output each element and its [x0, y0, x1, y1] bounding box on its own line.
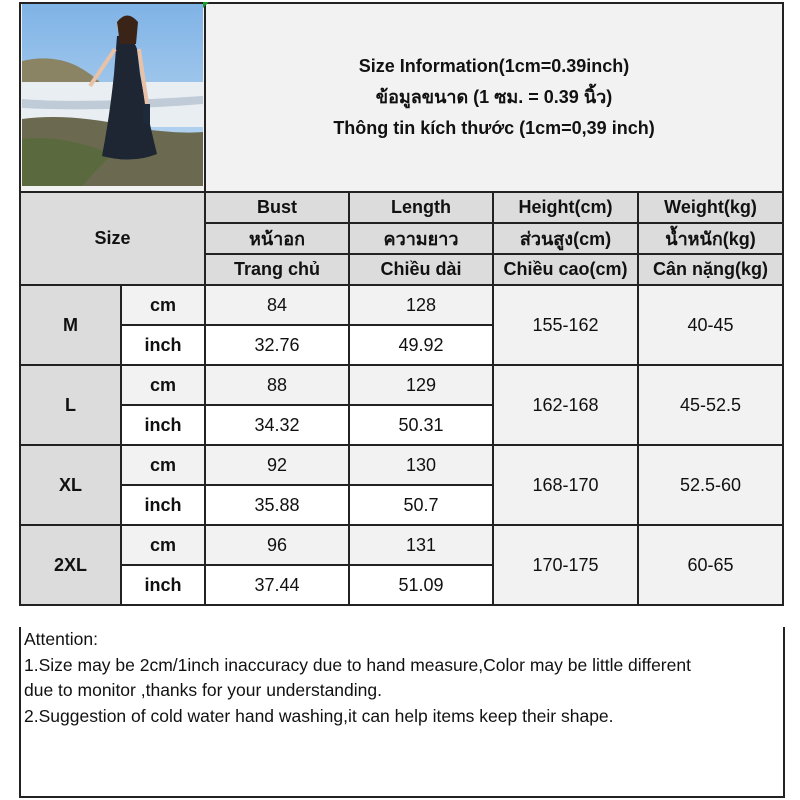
- row-2xl-inch: inch 37.44 51.09: [20, 564, 783, 606]
- col-weight-th: น้ำหนัก(kg): [636, 222, 785, 255]
- attention-notes: Attention: 1.Size may be 2cm/1inch inacc…: [19, 627, 785, 798]
- col-bust-en: Bust: [204, 191, 350, 224]
- col-length-th: ความยาว: [348, 222, 494, 255]
- length-inch: 50.7: [348, 484, 494, 526]
- unit-inch: inch: [120, 564, 206, 606]
- size-label: 2XL: [19, 524, 122, 606]
- row-m-cm: M cm 84 128 155-162 40-45: [19, 284, 785, 366]
- bust-cm: 92: [204, 444, 350, 486]
- weight-range: 40-45: [636, 284, 785, 366]
- title-english: Size Information(1cm=0.39inch): [358, 56, 630, 76]
- length-cm: 128: [348, 284, 494, 326]
- row-2xl-cm: 2XL cm 96 131 170-175 60-65: [19, 524, 785, 606]
- col-height-en: Height(cm): [492, 191, 639, 224]
- col-length-en: Length: [348, 191, 494, 224]
- cell-marker-icon: [203, 2, 209, 8]
- bust-inch: 32.76: [204, 324, 350, 366]
- length-cm: 130: [348, 444, 494, 486]
- bust-cm: 96: [204, 524, 350, 566]
- row-l-inch: inch 34.32 50.31: [20, 404, 783, 446]
- size-label: M: [19, 284, 122, 366]
- bust-inch: 34.32: [204, 404, 350, 446]
- height-range: 168-170: [492, 444, 639, 526]
- length-inch: 49.92: [348, 324, 494, 366]
- attention-heading: Attention:: [24, 629, 98, 649]
- bust-inch: 37.44: [204, 564, 350, 606]
- weight-range: 52.5-60: [636, 444, 785, 526]
- unit-cm: cm: [120, 364, 206, 406]
- bust-cm: 84: [204, 284, 350, 326]
- col-weight-en: Weight(kg): [636, 191, 785, 224]
- size-chart-table: Size Information(1cm=0.39inch) ข้อมูลขนา…: [19, 2, 785, 606]
- row-m-inch: inch 32.76 49.92: [20, 324, 783, 366]
- height-range: 170-175: [492, 524, 639, 606]
- bust-inch: 35.88: [204, 484, 350, 526]
- length-cm: 131: [348, 524, 494, 566]
- height-range: 155-162: [492, 284, 639, 366]
- model-photo-image: [22, 5, 203, 186]
- row-xl-inch: inch 35.88 50.7: [20, 484, 783, 526]
- col-height-th: ส่วนสูง(cm): [492, 222, 639, 255]
- col-length-vi: Chiều dài: [348, 253, 494, 286]
- row-l-cm: L cm 88 129 162-168 45-52.5: [19, 364, 785, 446]
- height-range: 162-168: [492, 364, 639, 446]
- weight-range: 60-65: [636, 524, 785, 606]
- size-label: XL: [19, 444, 122, 526]
- title-vietnamese: Thông tin kích thước (1cm=0,39 inch): [333, 118, 655, 138]
- product-photo: [19, 2, 206, 193]
- attention-note-1-cont: due to monitor ,thanks for your understa…: [24, 680, 382, 700]
- size-header: Size: [19, 191, 206, 286]
- unit-inch: inch: [120, 484, 206, 526]
- row-xl-cm: XL cm 92 130 168-170 52.5-60: [19, 444, 785, 526]
- size-label: L: [19, 364, 122, 446]
- col-bust-th: หน้าอก: [204, 222, 350, 255]
- length-inch: 50.31: [348, 404, 494, 446]
- attention-note-2: 2.Suggestion of cold water hand washing,…: [24, 705, 614, 726]
- col-height-vi: Chiều cao(cm): [492, 253, 639, 286]
- unit-inch: inch: [120, 404, 206, 446]
- unit-cm: cm: [120, 444, 206, 486]
- attention-note-1: 1.Size may be 2cm/1inch inaccuracy due t…: [24, 654, 691, 675]
- bust-cm: 88: [204, 364, 350, 406]
- unit-inch: inch: [120, 324, 206, 366]
- length-cm: 129: [348, 364, 494, 406]
- title-thai: ข้อมูลขนาด (1 ซม. = 0.39 นิ้ว): [375, 87, 613, 107]
- col-bust-vi: Trang chủ: [204, 253, 350, 286]
- length-inch: 51.09: [348, 564, 494, 606]
- unit-cm: cm: [120, 524, 206, 566]
- weight-range: 45-52.5: [636, 364, 785, 446]
- size-information-title: Size Information(1cm=0.39inch) ข้อมูลขนา…: [203, 2, 785, 193]
- unit-cm: cm: [120, 284, 206, 326]
- col-weight-vi: Cân nặng(kg): [636, 253, 785, 286]
